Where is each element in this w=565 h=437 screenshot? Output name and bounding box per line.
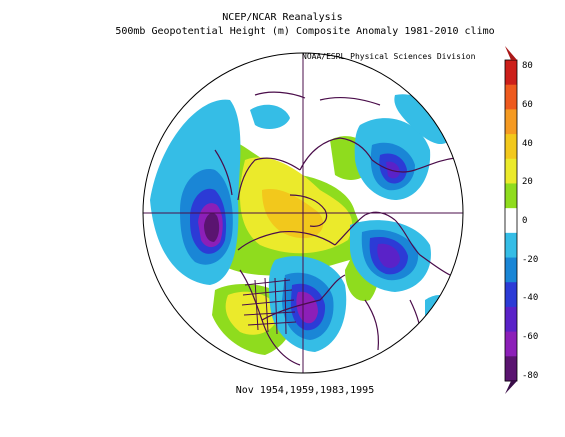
colorbar-bin xyxy=(505,183,517,209)
colorbar-bin xyxy=(505,109,517,135)
colorbar-bin xyxy=(505,331,517,357)
colorbar-bottom-arrow xyxy=(505,381,517,394)
colorbar-bin xyxy=(505,60,517,86)
colorbar-bin xyxy=(505,232,517,259)
map-title: NCEP/NCAR Reanalysis xyxy=(222,12,343,23)
colorbar-top-arrow xyxy=(505,46,517,60)
composite-dates-caption: Nov 1954,1959,1983,1995 xyxy=(235,385,375,396)
colorbar-tick-label: -20 xyxy=(522,255,538,265)
negative-anomaly-regions xyxy=(150,94,453,352)
colorbar-tick-label: -40 xyxy=(522,293,538,303)
colorbar-tick-label: 80 xyxy=(522,61,533,71)
map-boundary xyxy=(142,52,464,374)
colorbar-tick-label: 60 xyxy=(522,100,533,110)
state-boundaries xyxy=(241,277,297,335)
colorbar-bin xyxy=(505,134,517,160)
colorbar-bin xyxy=(505,84,517,110)
colorbar-tick-label: 20 xyxy=(522,177,533,187)
credit-label: NOAA/ESRL Physical Sciences Division xyxy=(302,52,476,61)
colorbar-bin xyxy=(505,158,517,184)
coastlines xyxy=(214,91,456,366)
colorbar-bin xyxy=(505,306,517,333)
colorbar-bin xyxy=(505,257,517,283)
colorbar-tick-label: -80 xyxy=(522,371,538,381)
map-subtitle: 500mb Geopotential Height (m) Composite … xyxy=(115,26,495,37)
colorbar-bin xyxy=(505,282,517,308)
colorbar-tick-label: -60 xyxy=(522,332,538,342)
colorbar-bin xyxy=(505,356,517,382)
colorbar-bin xyxy=(505,208,517,234)
graticule xyxy=(143,53,463,373)
colorbar-tick-label: 40 xyxy=(522,139,533,149)
colorbar-tick-label: 0 xyxy=(522,216,527,226)
